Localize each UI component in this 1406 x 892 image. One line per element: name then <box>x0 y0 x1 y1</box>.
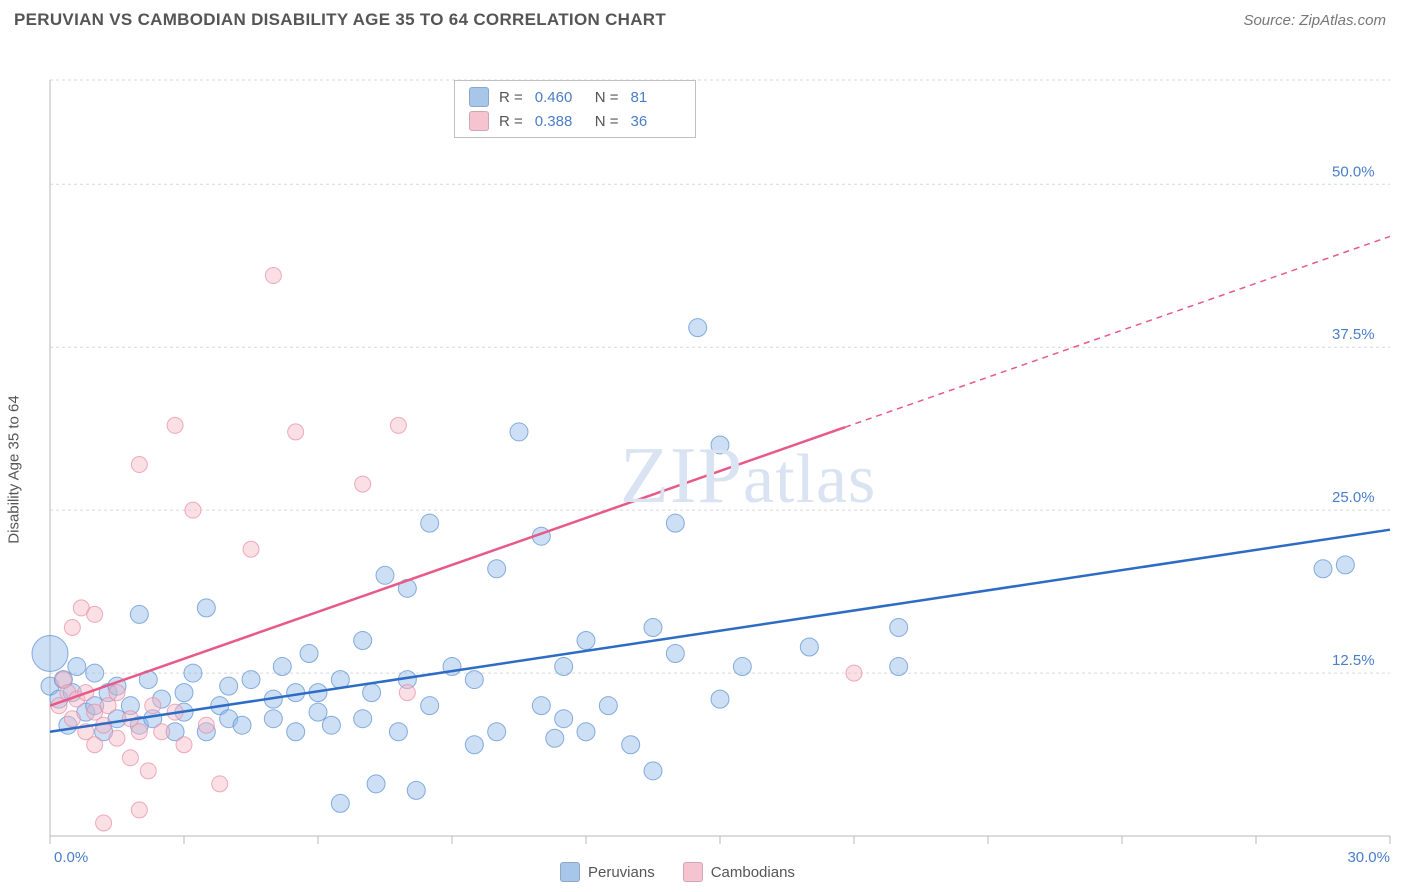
chart-title: PERUVIAN VS CAMBODIAN DISABILITY AGE 35 … <box>14 10 666 30</box>
header-bar: PERUVIAN VS CAMBODIAN DISABILITY AGE 35 … <box>0 0 1406 36</box>
svg-text:37.5%: 37.5% <box>1332 326 1375 343</box>
legend-item: Cambodians <box>683 862 795 882</box>
legend-label: Peruvians <box>588 864 655 881</box>
svg-text:0.0%: 0.0% <box>54 849 88 866</box>
scatter-chart: 0.0% 30.0% 12.5% 25.0% 37.5% 50.0% <box>0 36 1406 886</box>
source-label: Source: ZipAtlas.com <box>1243 12 1386 29</box>
legend-n-value: 36 <box>631 113 681 130</box>
legend-r-label: R = <box>499 113 523 130</box>
legend-swatch <box>469 111 489 131</box>
legend-stats-row: R = 0.460 N = 81 <box>455 85 695 109</box>
legend-n-label: N = <box>595 89 619 106</box>
legend-stats-box: R = 0.460 N = 81 R = 0.388 N = 36 <box>454 80 696 138</box>
legend-r-label: R = <box>499 89 523 106</box>
chart-container: Disability Age 35 to 64 0.0% 30.0% 12.5% 25… <box>0 36 1406 886</box>
legend-swatch <box>560 862 580 882</box>
legend-n-value: 81 <box>631 89 681 106</box>
svg-text:25.0%: 25.0% <box>1332 489 1375 506</box>
svg-text:50.0%: 50.0% <box>1332 163 1375 180</box>
legend-r-value: 0.388 <box>535 113 585 130</box>
svg-text:30.0%: 30.0% <box>1347 849 1390 866</box>
legend-swatch <box>469 87 489 107</box>
legend-n-label: N = <box>595 113 619 130</box>
svg-text:12.5%: 12.5% <box>1332 652 1375 669</box>
legend-swatch <box>683 862 703 882</box>
legend-stats-row: R = 0.388 N = 36 <box>455 109 695 133</box>
legend-r-value: 0.460 <box>535 89 585 106</box>
legend-label: Cambodians <box>711 864 795 881</box>
legend-item: Peruvians <box>560 862 655 882</box>
y-axis-label: Disability Age 35 to 64 <box>6 395 23 543</box>
bottom-legend: Peruvians Cambodians <box>560 862 795 882</box>
